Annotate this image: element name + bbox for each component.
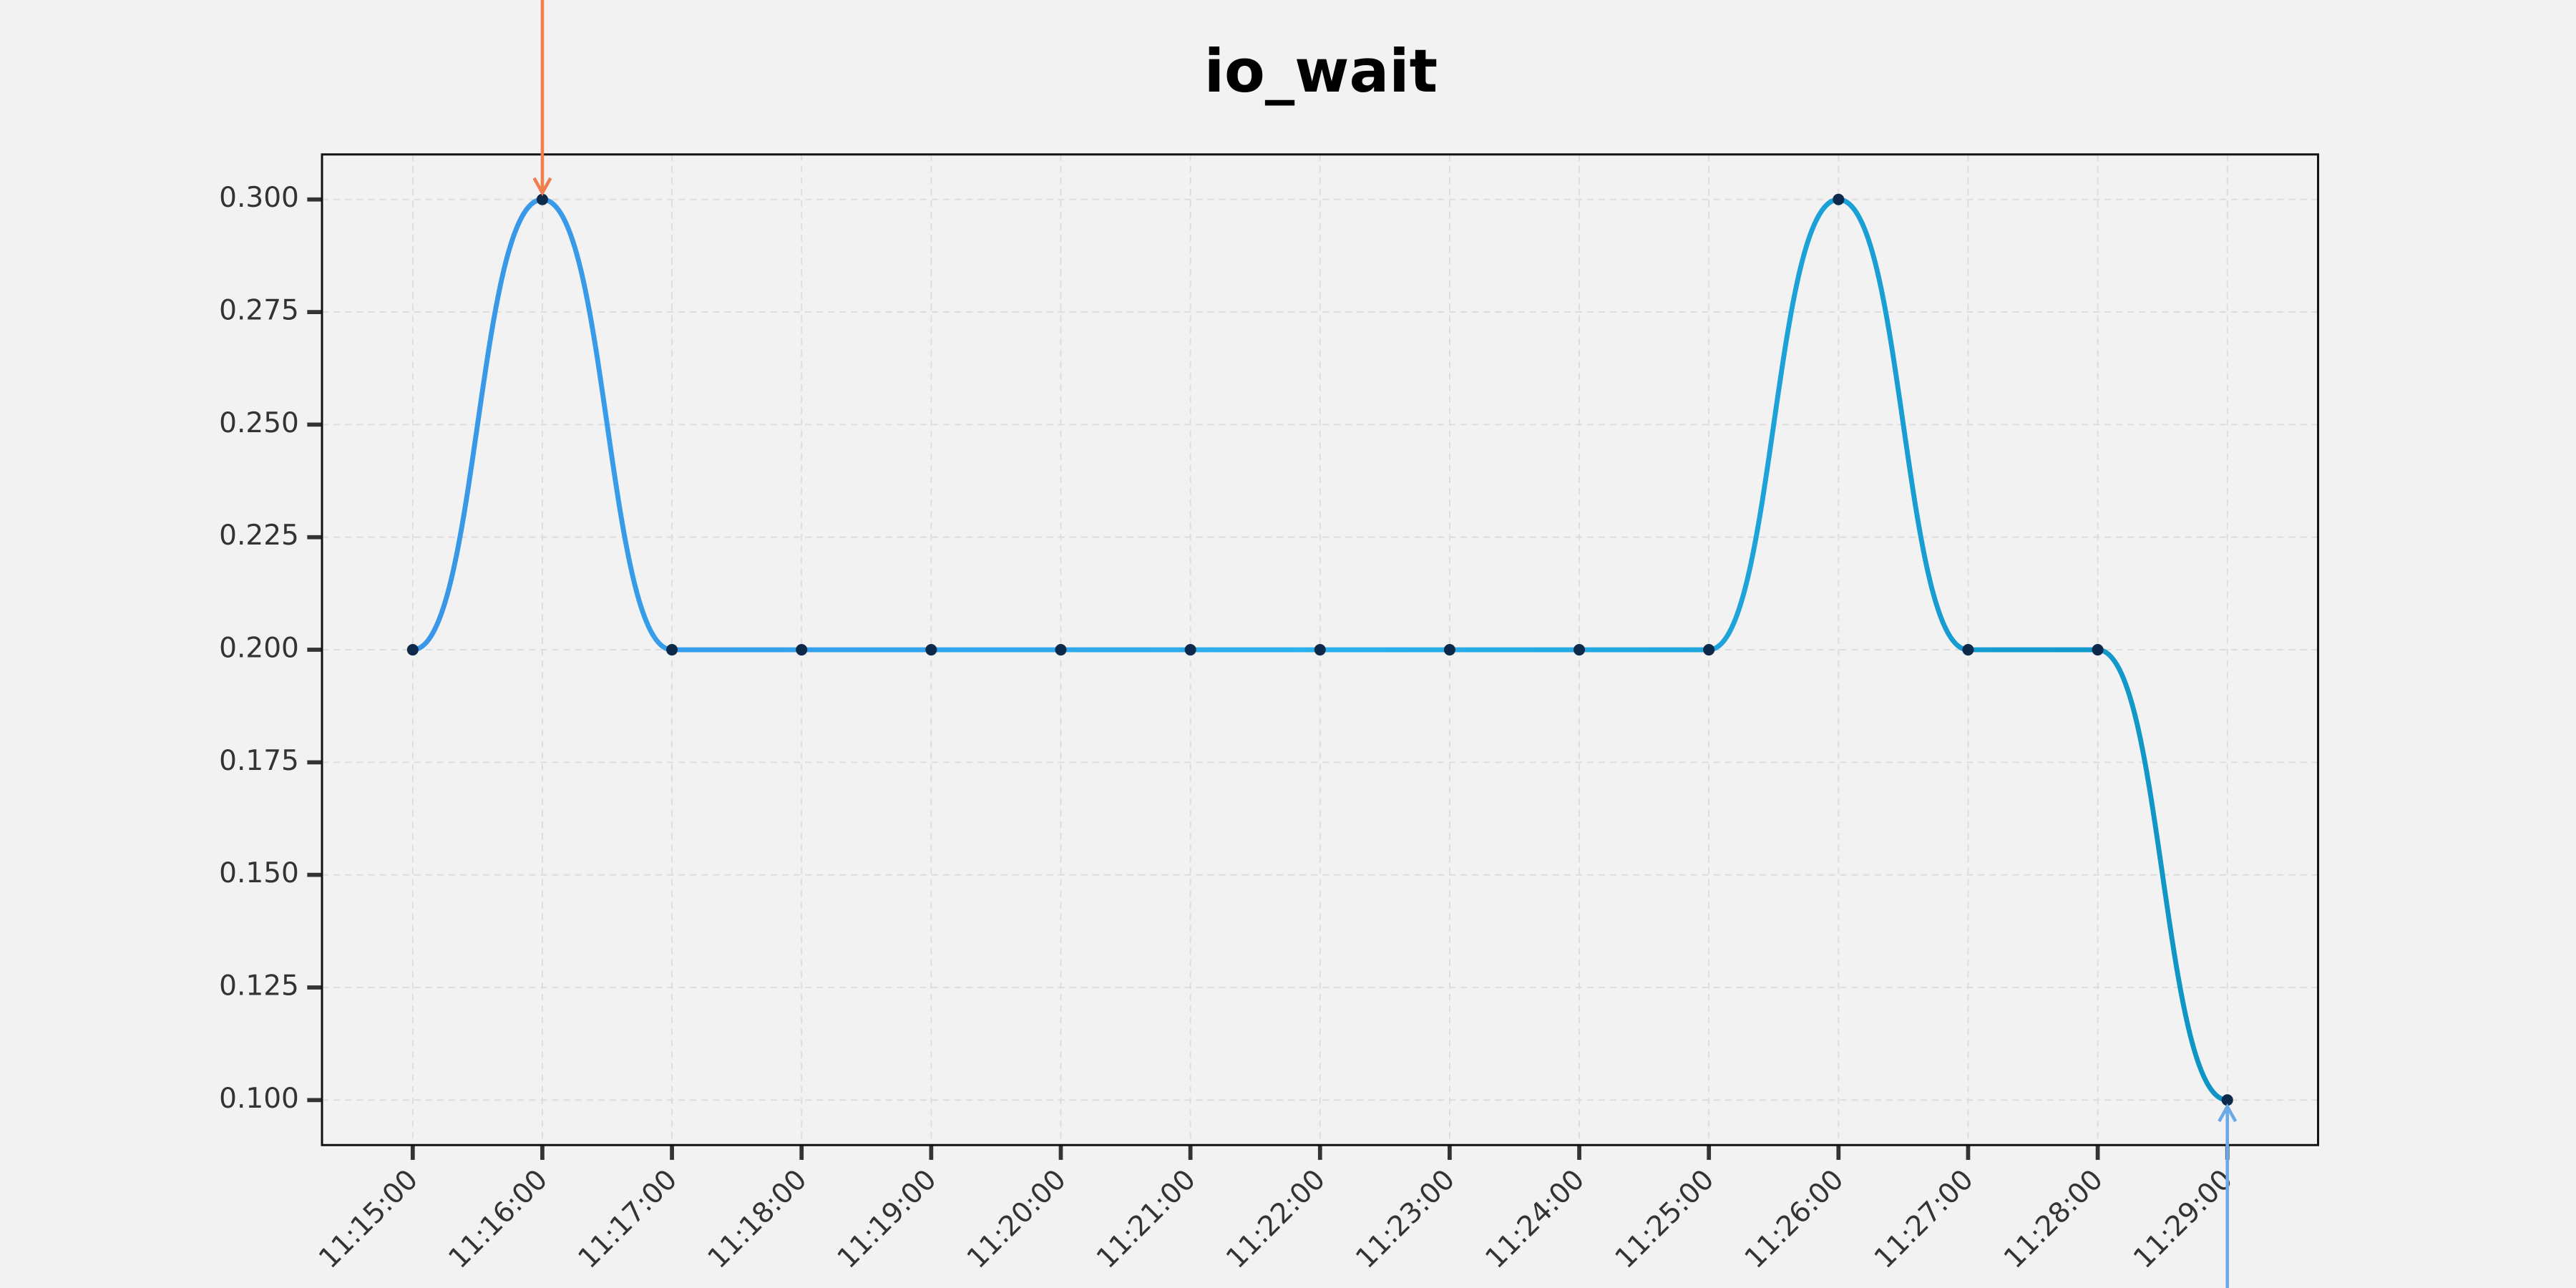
y-tick-label: 0.200	[219, 633, 299, 665]
data-point	[406, 644, 419, 656]
data-point	[1055, 644, 1067, 656]
plot-frame	[321, 153, 2320, 1146]
data-point	[1184, 644, 1196, 656]
data-point	[666, 644, 678, 656]
y-tick-label: 0.225	[219, 519, 299, 552]
data-point	[536, 193, 548, 205]
data-point	[1962, 644, 1974, 656]
y-tick-label: 0.300	[219, 182, 299, 214]
y-tick-label: 0.275	[219, 295, 299, 327]
chart-title: io_wait	[1204, 37, 1438, 106]
data-point	[796, 644, 808, 656]
y-tick-label: 0.250	[219, 407, 299, 439]
data-point	[1703, 644, 1715, 656]
y-tick-label: 0.150	[219, 857, 299, 889]
y-tick-label: 0.175	[219, 745, 299, 777]
data-point	[2221, 1094, 2233, 1106]
data-point	[1574, 644, 1586, 656]
data-point	[1833, 193, 1845, 205]
data-point	[925, 644, 937, 656]
data-point	[1443, 644, 1455, 656]
series-line	[412, 197, 2228, 1103]
y-tick-label: 0.125	[219, 970, 299, 1002]
y-tick-label: 0.100	[219, 1083, 299, 1115]
data-point	[2092, 644, 2104, 656]
min-arrow-head	[2218, 1103, 2238, 1123]
data-point	[1314, 644, 1326, 656]
max-arrow-head	[532, 177, 552, 197]
